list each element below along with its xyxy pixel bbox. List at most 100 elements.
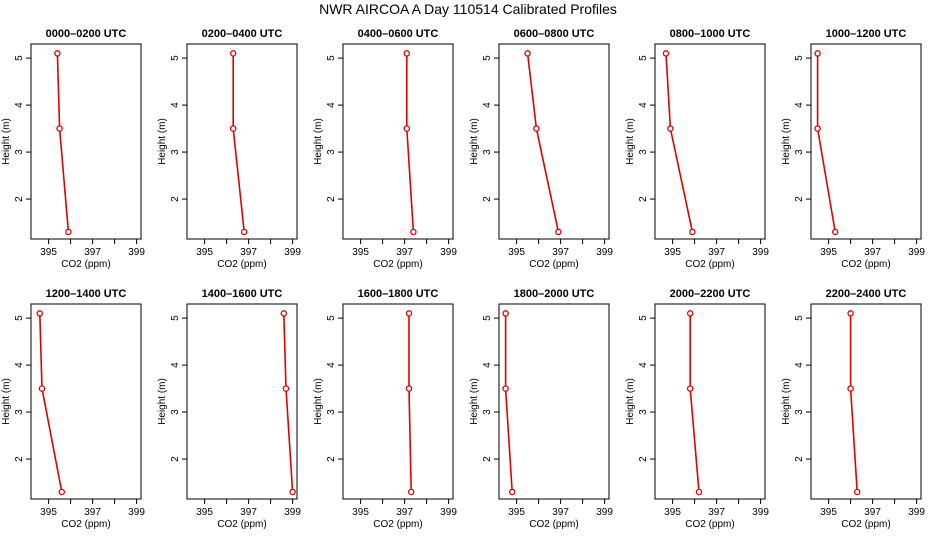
- y-tick-label: 5: [482, 55, 493, 61]
- x-axis-label: CO2 (ppm): [61, 519, 110, 530]
- data-point: [38, 385, 46, 392]
- y-tick-label: 5: [482, 315, 493, 321]
- y-tick-label: 3: [326, 409, 337, 415]
- y-tick-label: 4: [170, 102, 181, 108]
- panel-title: 0600–0800 UTC: [514, 28, 595, 40]
- figure-title: NWR AIRCOA A Day 110514 Calibrated Profi…: [319, 1, 617, 17]
- plot-frame: [30, 303, 142, 500]
- x-tick-label: 399: [440, 247, 457, 258]
- chart-panel: 0200–0400 UTC 395 397 399 2 3 4 5 CO2 (ppm) Heigh…: [157, 28, 301, 270]
- panel-title: 0000–0200 UTC: [46, 28, 127, 40]
- panel-title: 2200–2400 UTC: [826, 288, 907, 300]
- panel-title: 1400–1600 UTC: [202, 288, 283, 300]
- data-point: [508, 488, 516, 496]
- x-axis-label: CO2 (ppm): [685, 519, 734, 530]
- chart-panel: 1400–1600 UTC 395 397 399 2 3 4 5 CO2 (ppm) Heigh…: [157, 288, 301, 530]
- x-tick-label: 397: [864, 507, 881, 518]
- y-tick-label: 5: [326, 55, 337, 61]
- x-tick-label: 399: [128, 507, 145, 518]
- y-tick-label: 2: [170, 456, 181, 462]
- y-tick-label: 3: [794, 409, 805, 415]
- series-line: [56, 53, 70, 233]
- y-tick-label: 5: [170, 55, 181, 61]
- data-point: [814, 125, 821, 132]
- chart-panel: 2200–2400 UTC 395 397 399 2 3 4 5 CO2 (ppm) Heigh…: [781, 288, 925, 530]
- x-tick-label: 395: [352, 507, 369, 518]
- x-tick-label: 397: [84, 247, 101, 258]
- x-tick-label: 399: [908, 507, 925, 518]
- y-tick-label: 4: [170, 362, 181, 368]
- data-point: [58, 488, 66, 496]
- x-axis-label: CO2 (ppm): [373, 519, 422, 530]
- x-tick-label: 395: [40, 247, 57, 258]
- x-tick-label: 397: [708, 247, 725, 258]
- x-tick-label: 397: [240, 247, 257, 258]
- y-tick-label: 4: [638, 102, 649, 108]
- x-tick-label: 399: [128, 247, 145, 258]
- plot-frame: [342, 43, 454, 240]
- panel-title: 1200–1400 UTC: [46, 288, 127, 300]
- series-line: [816, 53, 836, 233]
- plot-frame: [498, 303, 610, 500]
- data-point: [229, 125, 237, 132]
- y-axis-label: Height (m): [625, 378, 636, 425]
- y-tick-label: 3: [326, 149, 337, 155]
- x-tick-label: 397: [708, 507, 725, 518]
- plot-frame: [186, 43, 298, 240]
- y-tick-label: 2: [482, 196, 493, 202]
- panel-title: 0400–0600 UTC: [358, 28, 439, 40]
- y-tick-label: 2: [14, 456, 25, 462]
- plot-frame: [342, 303, 454, 500]
- data-point: [555, 228, 562, 236]
- x-tick-label: 395: [508, 247, 525, 258]
- x-tick-label: 397: [552, 507, 569, 518]
- y-axis-label: Height (m): [157, 118, 168, 165]
- y-axis-label: Height (m): [625, 118, 636, 165]
- y-tick-label: 5: [170, 315, 181, 321]
- y-tick-label: 2: [14, 196, 25, 202]
- x-tick-label: 399: [752, 507, 769, 518]
- data-point: [662, 50, 670, 57]
- y-tick-label: 2: [482, 456, 493, 462]
- y-tick-label: 4: [482, 362, 493, 368]
- chart-panel: 1600–1800 UTC 395 397 399 2 3 4 5 CO2 (ppm) Heigh…: [313, 288, 457, 530]
- chart-panel: 0000–0200 UTC 395 397 399 2 3 4 5 CO2 (ppm) Heigh…: [1, 28, 145, 270]
- y-tick-label: 5: [638, 55, 649, 61]
- y-tick-label: 4: [14, 102, 25, 108]
- panel-grid: 0000–0200 UTC 395 397 399 2 3 4 5 CO2 (ppm) Heigh…: [1, 28, 925, 530]
- plot-frame: [498, 43, 610, 240]
- data-point: [502, 385, 509, 392]
- panel-title: 1600–1800 UTC: [358, 288, 439, 300]
- y-tick-label: 4: [326, 102, 337, 108]
- data-point: [689, 228, 696, 236]
- y-tick-label: 4: [794, 362, 805, 368]
- x-axis-label: CO2 (ppm): [529, 519, 578, 530]
- panel-title: 1000–1200 UTC: [826, 28, 907, 40]
- y-tick-label: 5: [14, 315, 25, 321]
- x-tick-label: 395: [40, 507, 57, 518]
- panel-title: 0800–1000 UTC: [670, 28, 751, 40]
- y-axis-label: Height (m): [469, 378, 480, 425]
- x-axis-label: CO2 (ppm): [841, 519, 890, 530]
- data-point: [847, 310, 854, 317]
- data-point: [686, 310, 694, 317]
- data-point: [831, 228, 839, 236]
- data-point: [240, 228, 248, 236]
- x-tick-label: 395: [196, 507, 213, 518]
- y-axis-label: Height (m): [157, 378, 168, 425]
- chart-panel: 1800–2000 UTC 395 397 399 2 3 4 5 CO2 (ppm) Heigh…: [469, 288, 613, 530]
- y-axis-label: Height (m): [313, 378, 324, 425]
- data-point: [229, 50, 237, 57]
- data-point: [502, 310, 509, 317]
- y-axis-label: Height (m): [781, 378, 792, 425]
- y-tick-label: 5: [14, 55, 25, 61]
- x-tick-label: 395: [820, 507, 837, 518]
- y-tick-label: 2: [638, 196, 649, 202]
- y-tick-label: 3: [638, 149, 649, 155]
- data-point: [280, 310, 288, 317]
- y-axis-label: Height (m): [1, 378, 12, 425]
- plot-frame: [654, 303, 766, 500]
- x-axis-label: CO2 (ppm): [685, 259, 734, 270]
- x-tick-label: 397: [864, 247, 881, 258]
